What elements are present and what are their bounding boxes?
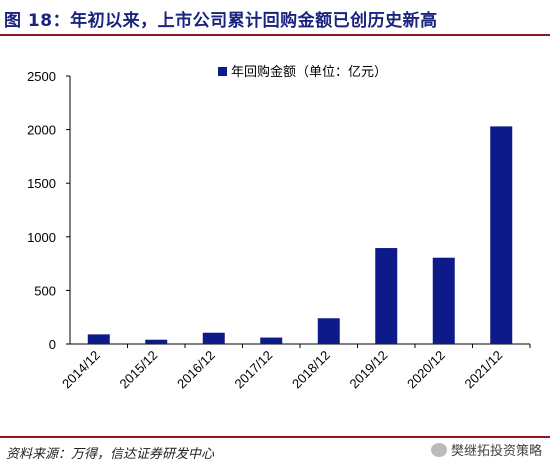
y-axis-ticks: 0 500 1000 1500 2000 2500 [27,69,70,352]
legend-swatch [218,67,227,76]
watermark: 樊继拓投资策略 [430,440,542,459]
x-tick-label: 2021/12 [462,348,506,392]
bar [317,318,340,344]
footer-divider [0,436,550,438]
chart-legend: 年回购金额（单位：亿元） [218,64,387,80]
wechat-icon [430,442,447,457]
y-tick-label: 2000 [27,123,56,138]
y-tick-label: 1000 [27,230,56,245]
source-note: 资料来源：万得，信达证券研发中心 [6,447,215,462]
bar [375,248,398,344]
figure-title: 图 18：年初以来，上市公司累计回购金额已创历史新高 [4,11,438,31]
x-tick-label: 2016/12 [174,348,218,392]
y-tick-label: 500 [34,283,56,298]
watermark-text: 樊继拓投资策略 [450,444,542,459]
chart-bars [87,126,513,344]
bar [87,334,110,344]
bar [432,257,455,344]
x-tick-label: 2017/12 [232,348,276,392]
y-tick-label: 1500 [27,176,56,191]
title-bar: 图 18：年初以来，上市公司累计回购金额已创历史新高 [0,0,550,36]
legend-label: 年回购金额（单位：亿元） [231,64,387,80]
x-tick-label: 2015/12 [117,348,161,392]
chart-axes [69,76,530,345]
y-tick-label: 2500 [27,69,56,84]
x-tick-label: 2018/12 [289,348,333,392]
x-tick-label: 2020/12 [404,348,448,392]
bar [490,126,513,344]
bar-chart: 0 500 1000 1500 2000 2500 2014/12 2015/12 2016/… [27,64,531,392]
y-tick-label: 0 [49,337,56,352]
x-tick-label: 2019/12 [347,348,391,392]
bar [202,332,225,344]
x-tick-label: 2014/12 [59,348,103,392]
bar [145,339,168,344]
x-axis-ticks: 2014/12 2015/12 2016/12 2017/12 2018/12 2019/… [59,344,531,392]
bar [260,337,283,344]
